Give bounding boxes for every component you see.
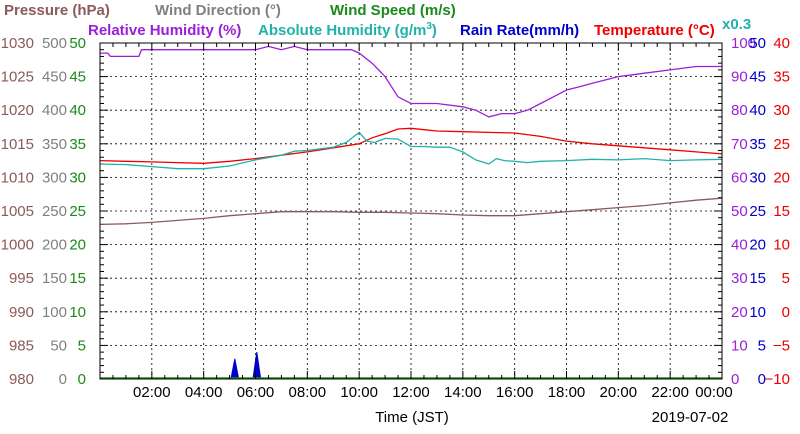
x-tick-label: 04:00 (185, 384, 223, 401)
left-tick-label-wind_speed: 30 (69, 169, 86, 186)
left-tick-label-wind_dir: 200 (42, 237, 67, 254)
left-tick-label-pressure: 1030 (1, 35, 34, 52)
legend-item-wind_dir: Wind Direction (°) (155, 2, 281, 19)
left-tick-label-wind_speed: 5 (78, 337, 86, 354)
x-tick-label: 02:00 (133, 384, 171, 401)
right-tick-label-rh: 20 (731, 304, 748, 321)
x-tick-label: 18:00 (548, 384, 586, 401)
x-axis-label: Time (JST) (375, 409, 449, 426)
series-ah (99, 131, 723, 170)
x-tick-label: 10:00 (340, 384, 378, 401)
right-tick-label-rh: 100 (731, 35, 756, 52)
right-tick-label-rain: 30 (749, 169, 766, 186)
left-tick-label-wind_dir: 450 (42, 69, 67, 86)
left-tick-label-wind_dir: 100 (42, 304, 67, 321)
left-tick-label-wind_dir: 400 (42, 102, 67, 119)
right-tick-label-temp: −5 (773, 337, 790, 354)
x-tick-label: 06:00 (237, 384, 275, 401)
left-tick-label-pressure: 985 (9, 337, 34, 354)
legend-suffix-ah: x0.3 (722, 16, 751, 33)
series-rh (100, 45, 722, 118)
left-tick-label-wind_speed: 50 (69, 35, 86, 52)
left-tick-label-wind_speed: 10 (69, 304, 86, 321)
legend-item-rh: Relative Humidity (%) (88, 22, 241, 39)
series-pressure (99, 197, 723, 226)
left-tick-label-wind_dir: 300 (42, 169, 67, 186)
right-tick-label-temp: 0 (782, 304, 790, 321)
grid (100, 43, 722, 379)
left-tick-label-wind_speed: 15 (69, 270, 86, 287)
left-tick-label-pressure: 1005 (1, 203, 34, 220)
left-tick-label-wind_speed: 25 (69, 203, 86, 220)
left-axes: 1030102510201015101010051000995990985980… (1, 35, 722, 388)
date-label: 2019-07-02 (652, 409, 729, 426)
x-tick-label: 20:00 (600, 384, 638, 401)
left-tick-label-pressure: 995 (9, 270, 34, 287)
x-tick-label: 14:00 (444, 384, 482, 401)
right-tick-label-rh: 50 (731, 203, 748, 220)
left-tick-label-pressure: 1025 (1, 69, 34, 86)
right-tick-label-rh: 30 (731, 270, 748, 287)
right-tick-label-rh: 90 (731, 69, 748, 86)
right-tick-label-temp: −10 (765, 371, 790, 388)
right-tick-label-temp: 5 (782, 270, 790, 287)
x-tick-label: 16:00 (496, 384, 534, 401)
right-tick-label-temp: 10 (773, 237, 790, 254)
left-tick-label-wind_speed: 35 (69, 136, 86, 153)
right-tick-label-rain: 5 (758, 337, 766, 354)
right-tick-label-rh: 40 (731, 237, 748, 254)
right-tick-label-temp: 40 (773, 35, 790, 52)
right-tick-label-rain: 45 (749, 69, 766, 86)
left-tick-label-pressure: 990 (9, 304, 34, 321)
right-tick-label-temp: 15 (773, 203, 790, 220)
right-tick-label-rh: 70 (731, 136, 748, 153)
right-tick-label-temp: 30 (773, 102, 790, 119)
left-tick-label-pressure: 1010 (1, 169, 34, 186)
legend-item-ah: Absolute Humidity (g/m3) (258, 21, 437, 39)
legend-item-temp: Temperature (°C) (594, 22, 715, 39)
legend: Pressure (hPa) Wind Direction (°) Wind Spe… (4, 2, 751, 39)
x-axis: 02:00 04:00 06:00 08:00 10:00 12:00 14:00 16:00… (99, 43, 733, 401)
left-tick-label-wind_dir: 50 (50, 337, 67, 354)
right-tick-label-rh: 0 (731, 371, 739, 388)
right-tick-label-rain: 10 (749, 304, 766, 321)
right-tick-label-rain: 0 (758, 371, 766, 388)
left-tick-label-wind_speed: 20 (69, 237, 86, 254)
right-tick-label-temp: 20 (773, 169, 790, 186)
x-tick-label: 08:00 (289, 384, 327, 401)
left-tick-label-pressure: 980 (9, 371, 34, 388)
right-axes: 1009080706050403020100504540353025201510… (731, 35, 790, 388)
left-tick-label-wind_speed: 40 (69, 102, 86, 119)
right-tick-label-rain: 35 (749, 136, 766, 153)
left-tick-label-wind_speed: 0 (78, 371, 86, 388)
left-tick-label-pressure: 1000 (1, 237, 34, 254)
left-tick-label-wind_dir: 0 (59, 371, 67, 388)
left-tick-label-wind_speed: 45 (69, 69, 86, 86)
left-tick-label-wind_dir: 250 (42, 203, 67, 220)
right-tick-label-rh: 10 (731, 337, 748, 354)
right-tick-label-temp: 35 (773, 69, 790, 86)
left-tick-label-pressure: 1015 (1, 136, 34, 153)
legend-item-wind_speed: Wind Speed (m/s) (330, 2, 456, 19)
series-temp (99, 127, 723, 164)
left-tick-label-wind_dir: 350 (42, 136, 67, 153)
left-tick-label-wind_dir: 500 (42, 35, 67, 52)
right-tick-label-temp: 25 (773, 136, 790, 153)
right-tick-label-rh: 80 (731, 102, 748, 119)
right-tick-label-rain: 20 (749, 237, 766, 254)
right-tick-label-rain: 25 (749, 203, 766, 220)
x-tick-label: 22:00 (651, 384, 689, 401)
right-tick-label-rain: 15 (749, 270, 766, 287)
left-tick-label-pressure: 1020 (1, 102, 34, 119)
left-tick-label-wind_dir: 150 (42, 270, 67, 287)
x-tick-label: 00:00 (695, 384, 733, 401)
legend-item-pressure: Pressure (hPa) (4, 2, 110, 19)
legend-item-rain: Rain Rate(mm/h) (460, 22, 579, 39)
right-tick-label-rh: 60 (731, 169, 748, 186)
x-tick-label: 12:00 (392, 384, 430, 401)
right-tick-label-rain: 50 (749, 35, 766, 52)
right-tick-label-rain: 40 (749, 102, 766, 119)
